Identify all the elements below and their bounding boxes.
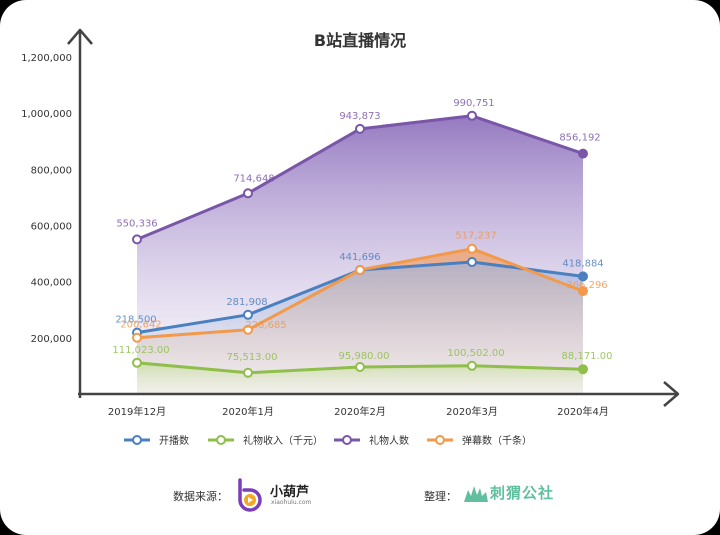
y-tick-label: 400,000 (31, 278, 72, 289)
data-label: 100,502.00 (447, 348, 504, 359)
footer: 数据来源： 小葫芦 xiaohulu.com 整理： 刺猬公社 (0, 470, 720, 520)
legend-marker (132, 435, 142, 445)
data-label: 517,237 (455, 231, 496, 242)
data-label: 418,884 (562, 258, 603, 269)
data-point (578, 286, 588, 297)
data-point (578, 148, 588, 159)
data-label: 281,908 (226, 297, 267, 308)
data-point (243, 188, 253, 199)
organizer-label: 整理： (424, 490, 457, 503)
organizer-name: 刺猬公社 (490, 484, 555, 502)
y-tick-label: 200,000 (31, 334, 72, 345)
data-point (467, 110, 477, 121)
data-point (467, 257, 477, 267)
data-point (355, 362, 365, 372)
legend-marker (342, 435, 352, 445)
data-point (132, 234, 142, 245)
x-tick-label: 2020年3月 (446, 405, 498, 418)
data-point (467, 243, 477, 254)
data-label: 943,873 (339, 111, 380, 122)
source-name: 小葫芦 (270, 485, 310, 500)
y-tick-label: 1,000,000 (21, 109, 72, 120)
data-point (243, 367, 253, 378)
legend-label: 礼物收入（千元） (243, 434, 323, 447)
data-point (578, 364, 588, 375)
x-tick-label: 2020年4月 (557, 405, 609, 418)
legend-marker (216, 435, 226, 445)
data-point (467, 360, 477, 371)
y-tick-label: 1,200,000 (21, 53, 72, 64)
data-label: 441,696 (339, 252, 380, 263)
data-point (132, 357, 142, 368)
data-label: 88,171.00 (562, 351, 613, 362)
x-axis-arrow (663, 381, 680, 407)
data-label: 228,685 (245, 320, 286, 331)
data-label: 95,980.00 (339, 351, 390, 362)
data-label: 366,296 (566, 280, 607, 291)
data-label: 714,648 (233, 173, 274, 184)
legend-label: 礼物人数 (369, 434, 409, 447)
x-tick-label: 2020年1月 (222, 405, 274, 418)
data-label: 75,513.00 (227, 352, 278, 363)
data-label: 856,192 (559, 133, 600, 144)
data-label: 111,023.00 (112, 345, 169, 356)
y-axis-arrow (67, 28, 93, 45)
data-point (578, 271, 588, 282)
source-url: xiaohulu.com (271, 499, 312, 506)
chart-title: B站直播情况 (314, 31, 406, 50)
x-tick-label: 2019年12月 (108, 405, 166, 418)
data-point (243, 309, 253, 320)
xiaohulu-logo-icon (238, 478, 262, 512)
legend-label: 开播数 (159, 434, 189, 447)
y-tick-label: 800,000 (31, 165, 72, 176)
line-chart: B站直播情况 200,000 400,000 600,000 800,000 1,000… (21, 28, 680, 447)
x-tick-label: 2020年2月 (334, 405, 386, 418)
data-point (132, 332, 142, 343)
source-label: 数据来源： (173, 490, 228, 503)
data-point (355, 123, 365, 134)
legend-label: 弹幕数（千条） (462, 434, 532, 447)
data-label: 990,751 (453, 98, 494, 109)
data-point (355, 265, 365, 275)
data-label: 200,642 (120, 320, 161, 331)
data-point (243, 324, 253, 335)
data-label: 550,336 (116, 218, 157, 229)
hedgehog-logo-icon (464, 486, 488, 502)
y-tick-label: 600,000 (31, 222, 72, 233)
data-label: 218,500 (115, 315, 156, 326)
legend-marker (435, 435, 445, 445)
